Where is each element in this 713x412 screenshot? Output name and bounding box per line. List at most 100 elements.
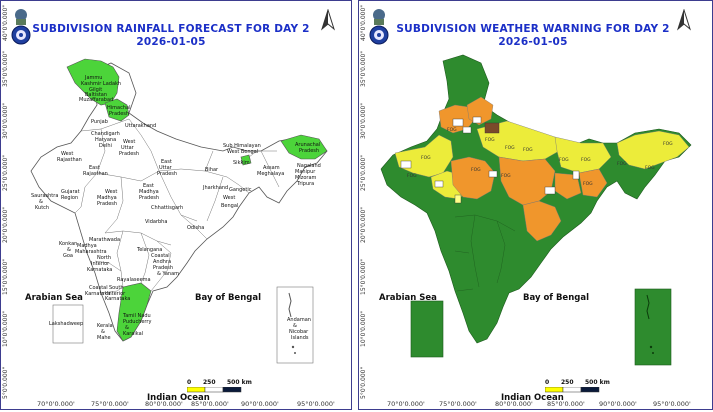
svg-text:Kutch: Kutch [35, 205, 49, 211]
fog-label: FOG [581, 157, 591, 163]
rainfall-forecast-map-panel: SUBDIVISION RAINFALL FORECAST FOR DAY 2 … [0, 0, 352, 410]
warning-markers [400, 116, 580, 204]
svg-text:Region: Region [61, 195, 78, 201]
svg-text:Madhya: Madhya [97, 195, 117, 201]
svg-text:Gilgit: Gilgit [89, 87, 102, 93]
svg-text:Rajasthan: Rajasthan [57, 157, 82, 163]
svg-text:Pradesh: Pradesh [109, 111, 129, 117]
india-subdivision-map: Jammu Kashmir Ladakh Gilgit Baltistan Mu… [30, 58, 328, 364]
subdivision-boundaries [454, 214, 516, 292]
north-arrow-icon [321, 9, 335, 31]
lat-label: 35°0'0.000" [2, 50, 9, 87]
svg-text:Telangana: Telangana [136, 247, 162, 253]
svg-text:Gangetic: Gangetic [229, 187, 252, 193]
region-tamil-nadu [116, 282, 152, 342]
svg-text:Vidarbha: Vidarbha [145, 219, 167, 225]
lon-label: 90°0'0.000' [599, 400, 637, 408]
lat-label: 10°0'0.000" [2, 310, 9, 347]
svg-text:Mahe: Mahe [97, 335, 111, 341]
svg-text:Madhya: Madhya [139, 189, 159, 195]
svg-text:Odisha: Odisha [187, 225, 204, 231]
svg-text:Saurashtra: Saurashtra [31, 193, 58, 199]
svg-text:Nagaland: Nagaland [297, 163, 321, 169]
svg-text:&: & [39, 199, 43, 205]
svg-text:Andaman: Andaman [287, 317, 311, 323]
bay-of-bengal-label: Bay of Bengal [195, 293, 261, 303]
svg-text:Konkan: Konkan [59, 241, 77, 247]
svg-text:West Bengal: West Bengal [227, 149, 258, 155]
lon-label: 80°0'0.000' [495, 400, 533, 408]
svg-text:Himachal: Himachal [107, 105, 130, 111]
svg-text:Jharkhand: Jharkhand [202, 185, 228, 191]
india-warning-map: FOG FOG FOG FOG FOG FOG FOG FOG FOG FOG … [380, 54, 692, 366]
lakshadweep-box [410, 300, 444, 358]
lon-label: 75°0'0.000' [439, 400, 477, 408]
fog-label: FOG [559, 157, 569, 163]
lat-label: 35°0'0.000" [360, 50, 367, 87]
zone-alert-bengal [578, 168, 608, 198]
scale-label-250: 250 [203, 379, 216, 386]
weather-warning-map-panel: SUBDIVISION WEATHER WARNING FOR DAY 2 20… [358, 0, 713, 410]
lakshadweep-box [52, 304, 84, 344]
lat-label: 40°0'0.000" [360, 4, 367, 41]
svg-text:&: & [101, 329, 105, 335]
svg-text:Meghalaya: Meghalaya [257, 171, 284, 177]
svg-text:Bihar: Bihar [205, 167, 219, 173]
svg-text:Tripura: Tripura [296, 181, 314, 187]
svg-text:Uttar: Uttar [121, 145, 135, 151]
svg-text:Manipur: Manipur [295, 169, 316, 175]
lat-label: 5°0'0.000" [2, 366, 9, 399]
svg-text:Karnataka: Karnataka [87, 267, 112, 273]
lon-label: 70°0'0.000' [387, 400, 425, 408]
svg-text:Kerala: Kerala [97, 323, 113, 329]
lon-label: 90°0'0.000' [241, 400, 279, 408]
svg-text:North: North [97, 255, 111, 261]
svg-text:Nicobar: Nicobar [289, 329, 309, 335]
lat-label: 30°0'0.000" [2, 102, 9, 139]
zone-alert-central [450, 156, 496, 200]
fog-label: FOG [407, 173, 417, 179]
svg-text:Punjab: Punjab [91, 119, 108, 125]
svg-text:Tamil Nadu: Tamil Nadu [122, 313, 151, 319]
svg-text:Sub Himalayan: Sub Himalayan [223, 143, 261, 149]
map-date: 2026-01-05 [498, 36, 568, 48]
north-arrow-icon [677, 9, 691, 31]
fog-label: FOG [421, 155, 431, 161]
svg-text:Rajasthan: Rajasthan [83, 171, 108, 177]
svg-text:East: East [89, 165, 100, 171]
svg-text:West: West [61, 151, 73, 157]
zone-alert-odisha [522, 200, 562, 242]
lon-label: 85°0'0.000' [547, 400, 585, 408]
svg-text:Interior: Interior [91, 261, 110, 267]
svg-text:Karaikal: Karaikal [123, 331, 143, 337]
svg-text:&: & [67, 247, 71, 253]
scale-label-250: 250 [561, 379, 574, 386]
lat-label: 25°0'0.000" [360, 154, 367, 191]
svg-text:Karnataka: Karnataka [105, 296, 130, 302]
lon-label: 85°0'0.000' [191, 400, 229, 408]
lat-label: 15°0'0.000" [360, 258, 367, 295]
fog-label: FOG [663, 141, 673, 147]
svg-text:&: & [125, 325, 129, 331]
svg-text:Puducherry: Puducherry [123, 319, 151, 325]
lon-label: 70°0'0.000' [37, 400, 75, 408]
lat-label: 20°0'0.000" [2, 206, 9, 243]
indian-ocean-label: Indian Ocean [147, 393, 210, 403]
svg-text:Baltistan: Baltistan [85, 92, 107, 98]
region-labels: Jammu Kashmir Ladakh Gilgit Baltistan Mu… [31, 75, 321, 341]
fog-label: FOG [523, 147, 533, 153]
lat-label: 10°0'0.000" [360, 310, 367, 347]
svg-text:Assam: Assam [263, 165, 280, 171]
svg-text:Goa: Goa [63, 253, 73, 259]
svg-text:Rayalaseema: Rayalaseema [117, 277, 151, 283]
scale-label-0: 0 [545, 379, 550, 386]
svg-text:West: West [223, 195, 235, 201]
region-sikkim [240, 154, 252, 166]
svg-text:Pradesh: Pradesh [139, 195, 159, 201]
svg-text:West: West [123, 139, 135, 145]
lat-label: 20°0'0.000" [360, 206, 367, 243]
fog-label: FOG [645, 165, 655, 171]
svg-text:Pradesh: Pradesh [153, 265, 173, 271]
scale-label-500: 500 km [227, 379, 252, 386]
map-title: SUBDIVISION WEATHER WARNING FOR DAY 2 [396, 23, 670, 35]
